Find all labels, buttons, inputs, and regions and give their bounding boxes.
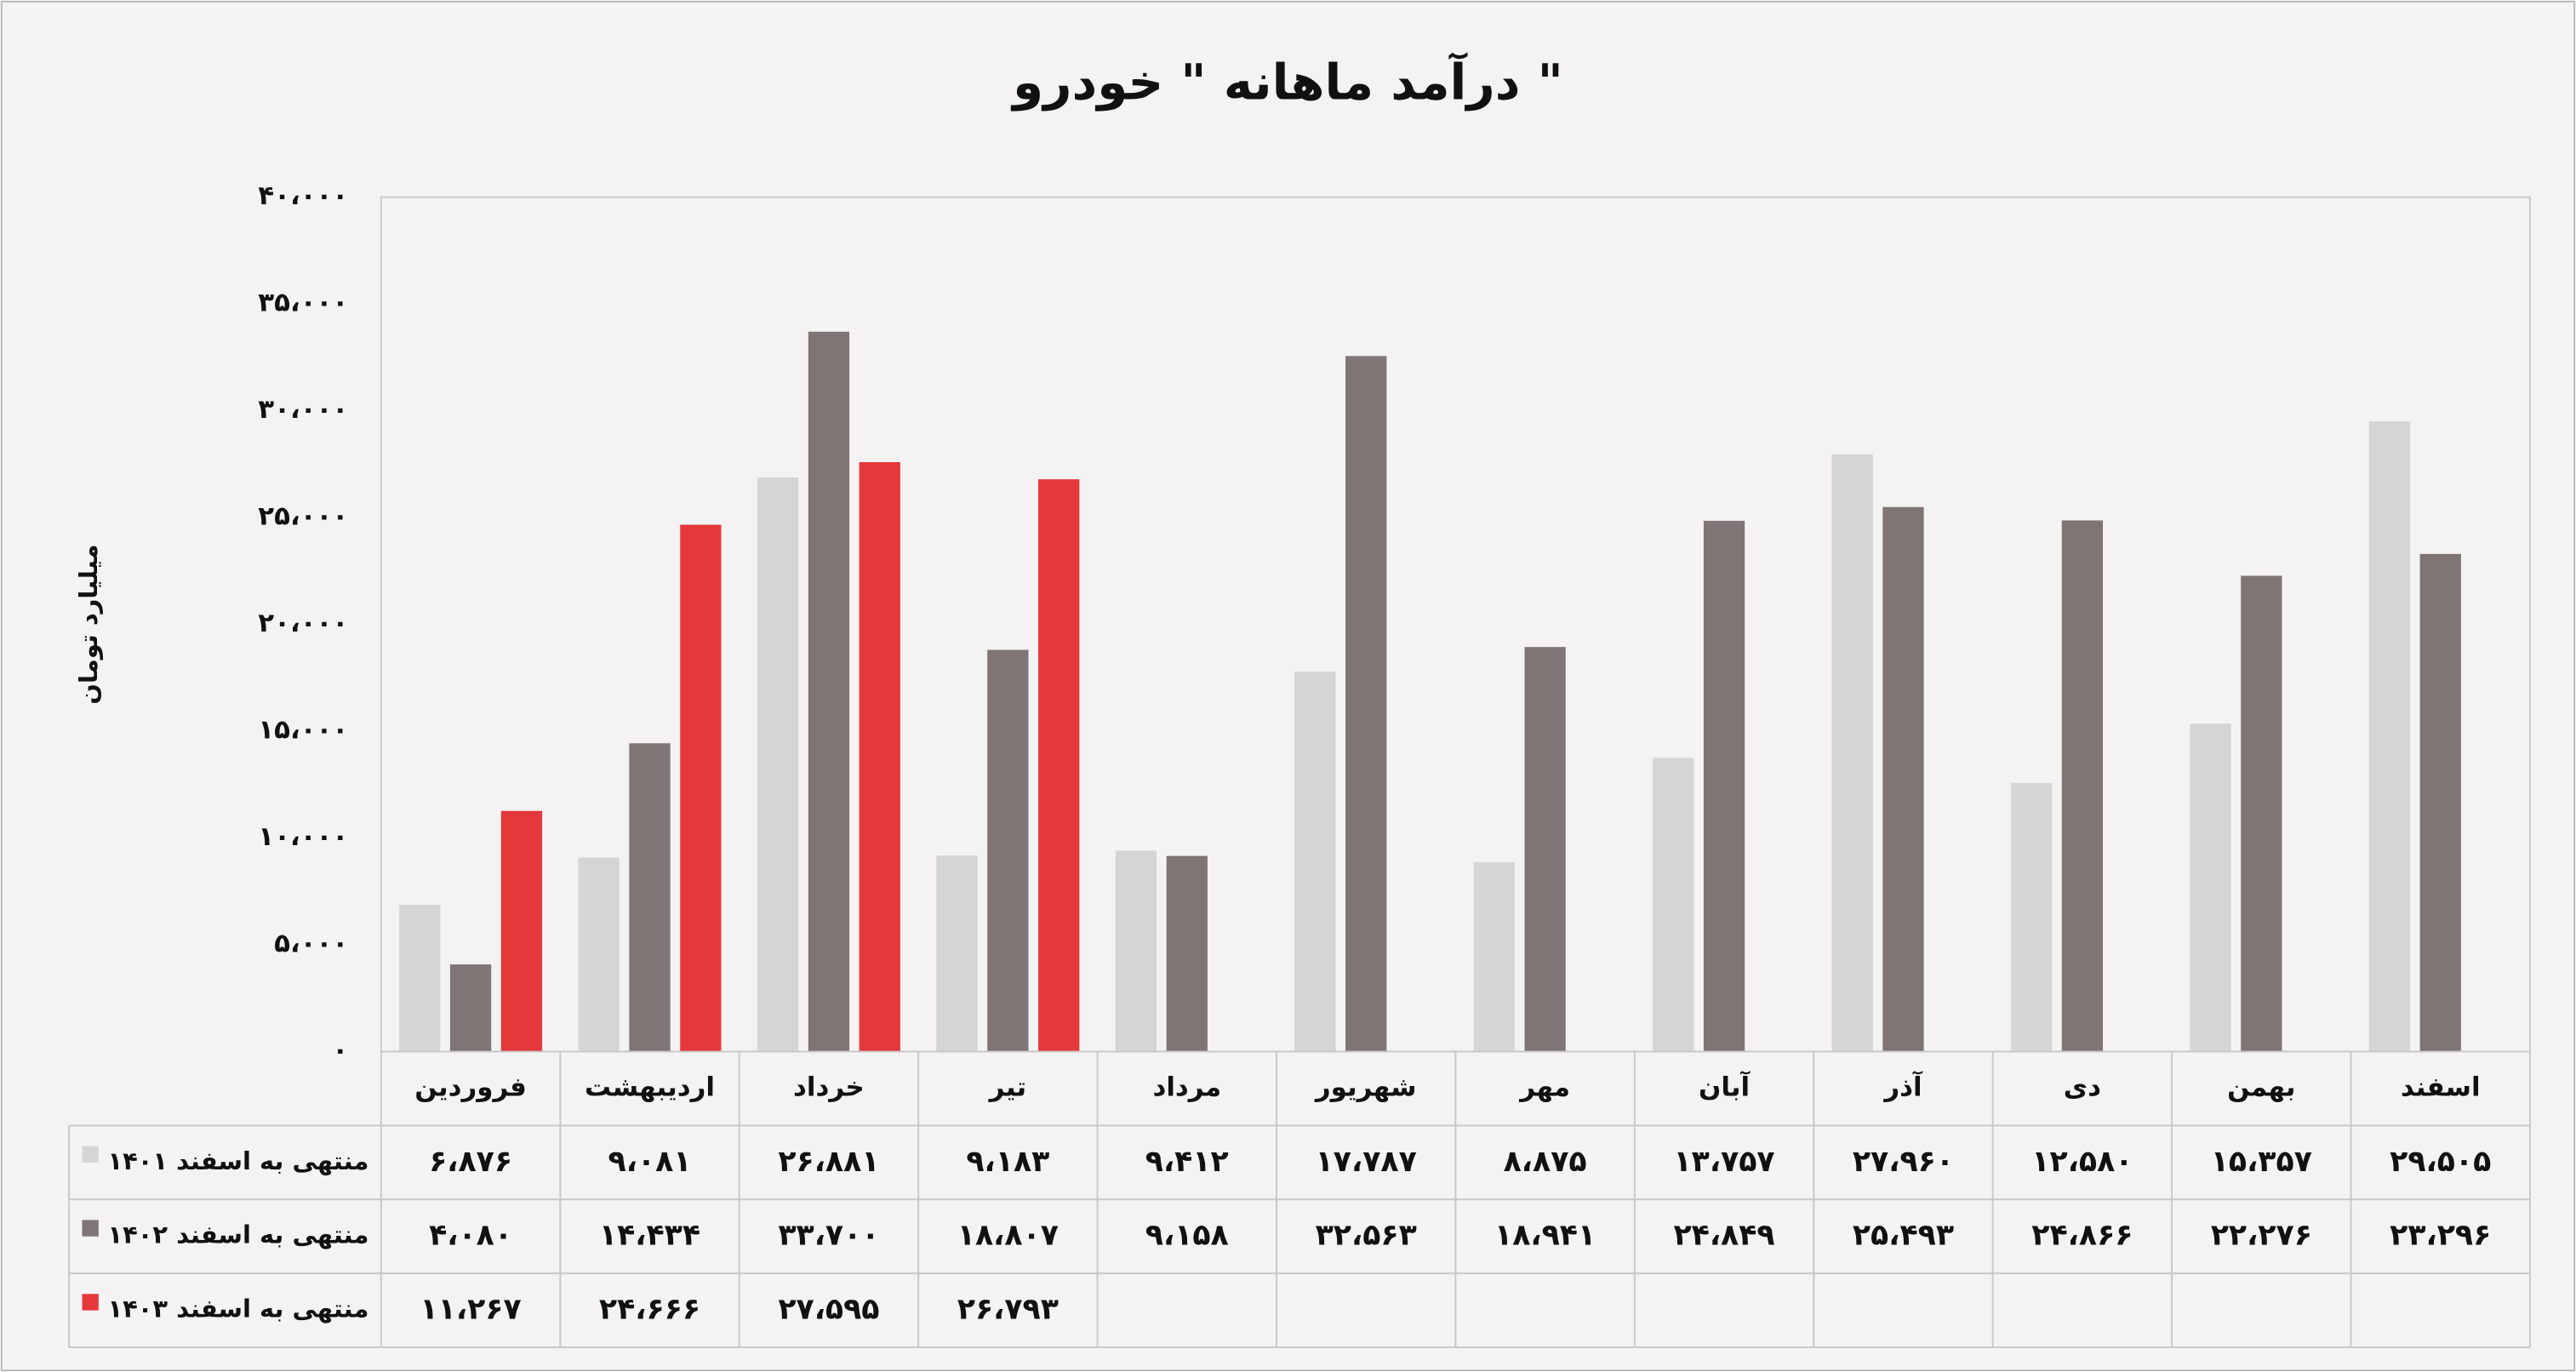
legend-swatch — [82, 1146, 99, 1163]
value-label: ۲۹،۵۰۵ — [2390, 1145, 2491, 1179]
bar — [680, 524, 722, 1052]
bar — [808, 331, 850, 1052]
y-tick-label: ۱۵،۰۰۰ — [258, 715, 348, 746]
x-tick-label: خرداد — [793, 1072, 865, 1102]
bar — [449, 964, 492, 1052]
value-label: ۲۷،۵۹۵ — [778, 1293, 879, 1327]
bar — [859, 462, 900, 1052]
bar — [757, 477, 799, 1052]
bar — [987, 649, 1029, 1052]
value-label: ۹،۰۸۱ — [608, 1145, 692, 1179]
y-axis-label: میلیارد تومان — [74, 544, 103, 704]
y-tick-label: ۲۵،۰۰۰ — [258, 501, 348, 532]
value-label: ۸،۸۷۵ — [1504, 1145, 1587, 1179]
value-label: ۶،۸۷۶ — [429, 1145, 512, 1179]
value-label: ۲۶،۷۹۳ — [957, 1293, 1059, 1327]
bar — [2010, 782, 2053, 1052]
legend-label: منتهی به اسفند ۱۴۰۳ — [107, 1295, 368, 1323]
value-label: ۱۳،۷۵۷ — [1673, 1145, 1774, 1179]
legend-swatch — [82, 1220, 99, 1237]
bar — [629, 743, 671, 1052]
value-label: ۹،۱۵۸ — [1145, 1219, 1229, 1253]
value-label: ۲۳،۲۹۶ — [2390, 1219, 2491, 1253]
value-label: ۱۷،۷۸۷ — [1316, 1145, 1417, 1179]
y-tick-label: ۳۵،۰۰۰ — [258, 288, 348, 318]
bar — [1703, 520, 1745, 1052]
legend-label: منتهی به اسفند ۱۴۰۱ — [107, 1146, 368, 1175]
bar — [1473, 861, 1515, 1052]
legend-label: منتهی به اسفند ۱۴۰۲ — [107, 1221, 368, 1249]
bar — [1524, 647, 1566, 1052]
x-tick-label: مهر — [1518, 1072, 1570, 1102]
x-tick-label: دی — [2064, 1072, 2101, 1102]
bar — [1294, 672, 1336, 1052]
value-label: ۲۵،۴۹۳ — [1853, 1219, 1954, 1253]
x-tick-label: آذر — [1882, 1070, 1923, 1102]
value-label: ۴،۰۸۰ — [429, 1219, 512, 1253]
x-tick-label: فروردین — [414, 1072, 527, 1102]
value-label: ۲۷،۹۶۰ — [1853, 1145, 1954, 1179]
bar — [936, 855, 978, 1052]
bar — [1882, 506, 1924, 1052]
y-tick-label: ۴۰،۰۰۰ — [258, 180, 348, 211]
y-tick-label: ۱۰،۰۰۰ — [258, 821, 348, 852]
bar — [2061, 520, 2104, 1052]
value-label: ۱۵،۳۵۷ — [2211, 1145, 2312, 1179]
x-tick-label: تیر — [988, 1072, 1026, 1102]
value-label: ۲۲،۲۷۶ — [2211, 1219, 2312, 1253]
value-label: ۳۳،۷۰۰ — [778, 1219, 879, 1253]
y-tick-label: ۰ — [332, 1035, 348, 1066]
x-tick-label: آبان — [1699, 1070, 1751, 1102]
value-label: ۱۱،۲۶۷ — [420, 1293, 521, 1327]
chart-title: درآمد ماهانه " خودرو " — [1010, 52, 1563, 112]
value-label: ۲۶،۸۸۱ — [778, 1145, 879, 1179]
bar — [1831, 454, 1873, 1052]
value-label: ۹،۱۸۳ — [966, 1145, 1049, 1179]
value-label: ۲۴،۶۶۶ — [599, 1293, 700, 1327]
x-tick-label: اردیبهشت — [585, 1072, 715, 1102]
bar — [1038, 479, 1080, 1052]
bar — [2368, 421, 2411, 1052]
bar — [1345, 356, 1387, 1052]
bar — [1115, 850, 1157, 1052]
value-label: ۱۴،۴۳۴ — [599, 1219, 700, 1253]
bar — [2241, 575, 2282, 1052]
bar — [1166, 855, 1208, 1052]
value-label: ۹،۴۱۲ — [1145, 1145, 1229, 1179]
value-label: ۱۲،۵۸۰ — [2031, 1145, 2133, 1179]
bar — [2190, 723, 2231, 1052]
bar — [578, 857, 620, 1052]
value-label: ۲۴،۸۶۶ — [2031, 1219, 2133, 1253]
bar — [500, 810, 543, 1052]
bar — [1653, 757, 1694, 1052]
x-tick-label: مرداد — [1152, 1072, 1221, 1102]
y-tick-label: ۵،۰۰۰ — [274, 929, 348, 959]
value-label: ۳۲،۵۶۳ — [1316, 1219, 1417, 1253]
value-label: ۲۴،۸۴۹ — [1673, 1219, 1774, 1253]
bar — [399, 904, 441, 1052]
bar — [2419, 553, 2461, 1052]
y-tick-label: ۲۰،۰۰۰ — [258, 608, 348, 638]
value-label: ۱۸،۸۰۷ — [957, 1219, 1059, 1253]
legend-swatch — [82, 1294, 99, 1311]
y-tick-label: ۳۰،۰۰۰ — [258, 394, 348, 425]
value-label: ۱۸،۹۴۱ — [1494, 1219, 1596, 1253]
x-tick-label: بهمن — [2227, 1072, 2295, 1102]
x-tick-label: شهریور — [1314, 1072, 1417, 1102]
x-tick-label: اسفند — [2401, 1072, 2481, 1102]
